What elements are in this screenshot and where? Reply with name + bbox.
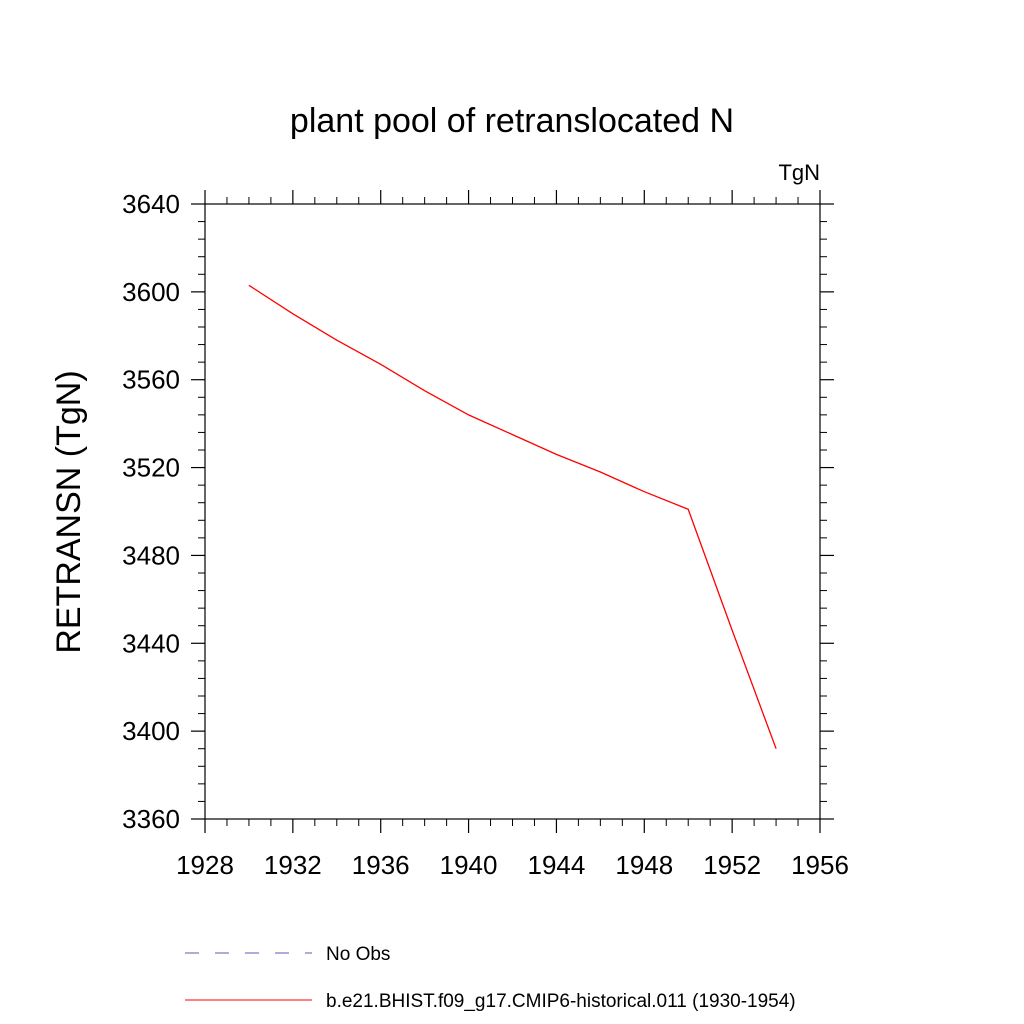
x-tick-label: 1956 [791,850,849,880]
x-tick-label: 1928 [176,850,234,880]
plot-frame [204,203,821,820]
y-tick-label: 3600 [122,277,180,307]
x-tick-label: 1944 [528,850,586,880]
legend-label-no-obs: No Obs [326,944,390,965]
x-tick-label: 1932 [264,850,322,880]
y-tick-label: 3640 [122,189,180,219]
legend-label-historical: b.e21.BHIST.f09_g17.CMIP6-historical.011… [326,991,796,1012]
y-tick-label: 3560 [122,365,180,395]
y-axis-label: RETRANSN (TgN) [50,370,88,653]
x-tick-label: 1940 [440,850,498,880]
series-line-1 [248,284,777,749]
chart-title: plant pool of retranslocated N [290,102,734,140]
x-tick-label: 1936 [352,850,410,880]
units-label: TgN [778,160,820,185]
legend: No Obs b.e21.BHIST.f09_g17.CMIP6-histori… [185,944,796,1012]
series-lines [248,284,777,749]
y-tick-label: 3520 [122,453,180,483]
x-tick-label: 1948 [615,850,673,880]
axes: 1928 1932 1936 1940 1944 1948 1952 1956 3360 3400… [122,189,849,880]
y-tick-label: 3440 [122,628,180,658]
y-tick-label: 3480 [122,540,180,570]
x-tick-label: 1952 [703,850,761,880]
y-tick-label: 3360 [122,804,180,834]
y-tick-label: 3400 [122,716,180,746]
